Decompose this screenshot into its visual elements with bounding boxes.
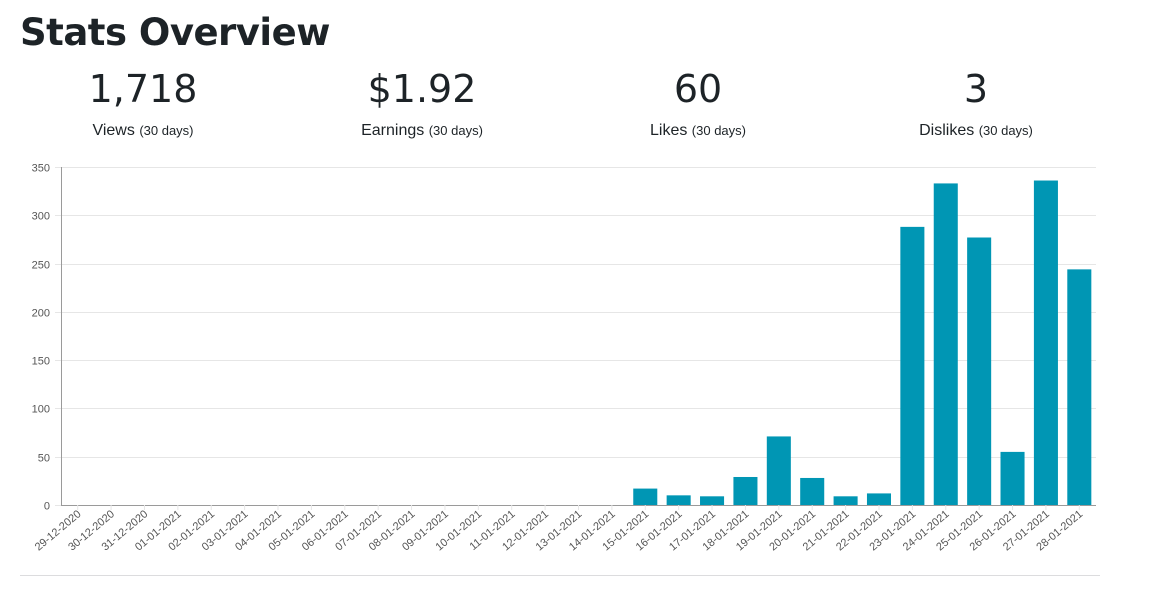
stat-views-period: (30 days) — [139, 123, 194, 138]
bar-24-01-2021 — [933, 183, 958, 506]
chart-x-axis-ticks: 29-12-202030-12-202031-12-202001-01-2021… — [33, 505, 1085, 553]
bar-27-01-2021 — [1033, 180, 1058, 505]
stat-likes: 60 Likes (30 days) — [558, 64, 838, 142]
page-title: Stats Overview — [20, 11, 330, 54]
bar-21-01-2021 — [833, 496, 858, 505]
stat-likes-label: Likes (30 days) — [558, 120, 838, 142]
y-tick-label: 100 — [32, 404, 50, 416]
bar-15-01-2021 — [633, 488, 658, 505]
stat-dislikes-label-text: Dislikes — [919, 122, 975, 139]
chart-y-axis-ticks: 0 50 100 150 200 250 300 350 — [32, 163, 61, 513]
bar-17-01-2021 — [700, 496, 725, 505]
stat-dislikes-value: 3 — [963, 67, 989, 111]
stat-likes-period: (30 days) — [691, 123, 746, 138]
bar-20-01-2021 — [800, 477, 825, 505]
y-tick-label: 50 — [38, 453, 50, 465]
bar-28-01-2021 — [1067, 269, 1092, 505]
stat-earnings: $1.92 Earnings (30 days) — [282, 64, 562, 142]
y-tick-label: 0 — [44, 501, 50, 513]
bar-22-01-2021 — [866, 493, 891, 505]
stat-dislikes: 3 Dislikes (30 days) — [836, 64, 1116, 142]
bar-19-01-2021 — [766, 436, 791, 505]
y-tick-label: 350 — [32, 163, 50, 175]
bar-25-01-2021 — [967, 237, 992, 505]
stat-dislikes-period: (30 days) — [978, 123, 1033, 138]
bar-16-01-2021 — [666, 495, 691, 505]
stat-earnings-period: (30 days) — [428, 123, 483, 138]
stat-earnings-label: Earnings (30 days) — [282, 120, 562, 142]
y-tick-label: 250 — [32, 260, 50, 272]
stat-views-value: 1,718 — [88, 67, 198, 111]
section-divider — [20, 575, 1100, 576]
y-tick-label: 200 — [32, 308, 50, 320]
stat-likes-value: 60 — [673, 67, 723, 111]
chart-bars — [633, 180, 1092, 506]
stat-views-label: Views (30 days) — [3, 120, 283, 142]
stat-earnings-label-text: Earnings — [361, 122, 425, 139]
y-tick-label: 300 — [32, 211, 50, 223]
stat-earnings-value: $1.92 — [367, 67, 477, 111]
stat-views-label-text: Views — [92, 122, 135, 139]
y-tick-label: 150 — [32, 356, 50, 368]
bar-26-01-2021 — [1000, 451, 1025, 505]
bar-23-01-2021 — [900, 226, 925, 505]
stat-views: 1,718 Views (30 days) — [3, 64, 283, 142]
bar-18-01-2021 — [733, 476, 758, 505]
stat-likes-label-text: Likes — [649, 122, 688, 139]
stat-dislikes-label: Dislikes (30 days) — [836, 120, 1116, 142]
